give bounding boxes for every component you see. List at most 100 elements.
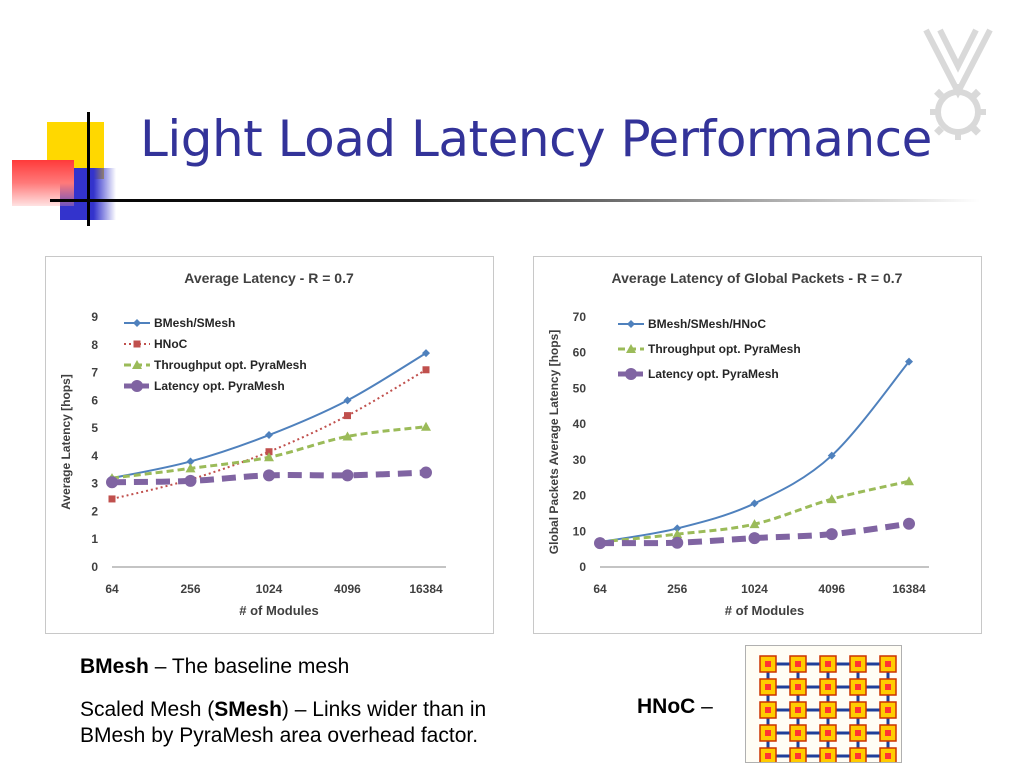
y-tick-label: 0 [579,560,586,574]
data-point [108,495,116,503]
legend-label: BMesh/SMesh/HNoC [648,317,766,331]
legend-marker [131,380,143,392]
data-point [106,476,118,489]
data-point [344,412,351,420]
legend-label: Latency opt. PyraMesh [154,379,285,393]
y-tick-label: 7 [91,366,98,380]
chart-average-latency: Average Latency - R = 0.7 0 1 2 3 4 5 6 7 8 9 64 256… [45,256,494,634]
data-point [422,366,430,374]
legend-label: Throughput opt. PyraMesh [154,358,307,372]
legend-label: Latency opt. PyraMesh [648,367,779,381]
data-point [265,431,273,440]
data-point [827,451,836,460]
data-point [904,476,914,486]
legend-label: HNoC [154,337,188,351]
hnoc-router-core [885,730,891,736]
data-point [905,357,913,366]
data-point [265,448,273,456]
series-bmesh-smesh-hnoc [596,357,913,546]
hnoc-router-core [795,753,801,759]
x-tick-label: 1024 [741,582,768,596]
y-tick-label: 5 [91,421,98,435]
note-smesh-desc: ) – Links wider than in [281,698,487,721]
data-point [825,528,838,541]
hnoc-router-core [795,661,801,667]
legend-label: Throughput opt. PyraMesh [648,342,801,356]
note-hnoc-desc: – [695,695,713,718]
data-point [341,469,354,482]
hnoc-router-core [855,753,861,759]
legend-marker [625,368,637,380]
slide-title: Light Load Latency Performance [140,110,932,168]
note-smesh-line2: BMesh by PyraMesh area overhead factor. [80,724,479,748]
y-tick-label: 40 [573,417,587,431]
note-hnoc: HNoC – [637,694,713,720]
data-point [264,452,274,462]
data-point [594,537,606,550]
chart-global-packets-latency-svg: Average Latency of Global Packets - R = … [547,270,929,618]
data-point [749,519,760,529]
hnoc-router-core [885,753,891,759]
x-tick-label: 16384 [409,582,443,596]
y-tick-label: 3 [91,477,98,491]
hnoc-topology-diagram [759,655,897,765]
note-smesh-pre: Scaled Mesh ( [80,698,215,721]
chart-average-latency-svg: Average Latency - R = 0.7 0 1 2 3 4 5 6 7 8 9 64 256… [59,270,446,618]
x-tick-label: 64 [105,582,119,596]
y-tick-label: 20 [573,489,587,503]
hnoc-router-core [855,661,861,667]
x-tick-label: 4096 [334,582,361,596]
y-tick-label: 9 [91,310,98,324]
hnoc-router-core [825,661,831,667]
y-tick-label: 2 [91,504,98,518]
title-underline [50,199,980,202]
y-tick-label: 4 [91,449,98,463]
x-axis-label: # of Modules [239,603,318,618]
hnoc-router-core [825,707,831,713]
x-tick-label: 256 [180,582,200,596]
series-bmesh-smesh [108,349,430,483]
x-tick-label: 16384 [892,582,926,596]
y-axis-label: Average Latency [hops] [59,374,73,510]
x-tick-label: 64 [593,582,607,596]
hnoc-router-core [855,707,861,713]
legend-marker [627,320,635,328]
note-hnoc-term: HNoC [637,695,696,718]
hnoc-router-core [765,753,771,759]
y-tick-label: 10 [573,524,587,538]
data-point [420,466,432,479]
legend-marker [133,319,141,327]
note-bmesh: BMesh – The baseline mesh [80,654,349,680]
x-tick-label: 256 [667,582,687,596]
hnoc-diagram-frame [745,645,902,765]
legend-marker [133,340,141,348]
note-bmesh-desc: – The baseline mesh [148,655,350,678]
hnoc-router-core [885,661,891,667]
y-tick-label: 30 [573,453,587,467]
hnoc-router-core [825,684,831,690]
y-tick-label: 0 [91,560,98,574]
series-latency-opt-pyramesh [106,466,432,489]
note-smesh-term: SMesh [214,698,282,721]
y-tick-label: 50 [573,381,587,395]
data-point [184,474,197,487]
data-point [343,396,352,405]
hnoc-router-core [765,684,771,690]
hnoc-router-core [825,730,831,736]
data-point [672,529,683,539]
hnoc-router-core [885,684,891,690]
data-point [903,517,915,530]
y-tick-label: 60 [573,346,587,360]
data-point [750,499,759,508]
data-point [826,494,837,504]
y-tick-label: 6 [91,393,98,407]
legend-marker [626,344,636,353]
chart-title: Average Latency of Global Packets - R = … [612,270,903,286]
hnoc-router-core [765,730,771,736]
hnoc-router-core [765,661,771,667]
chart-title: Average Latency - R = 0.7 [184,270,354,286]
data-point [186,457,195,466]
y-tick-label: 8 [91,338,98,352]
data-point [185,463,196,473]
note-bmesh-term: BMesh [80,655,149,678]
